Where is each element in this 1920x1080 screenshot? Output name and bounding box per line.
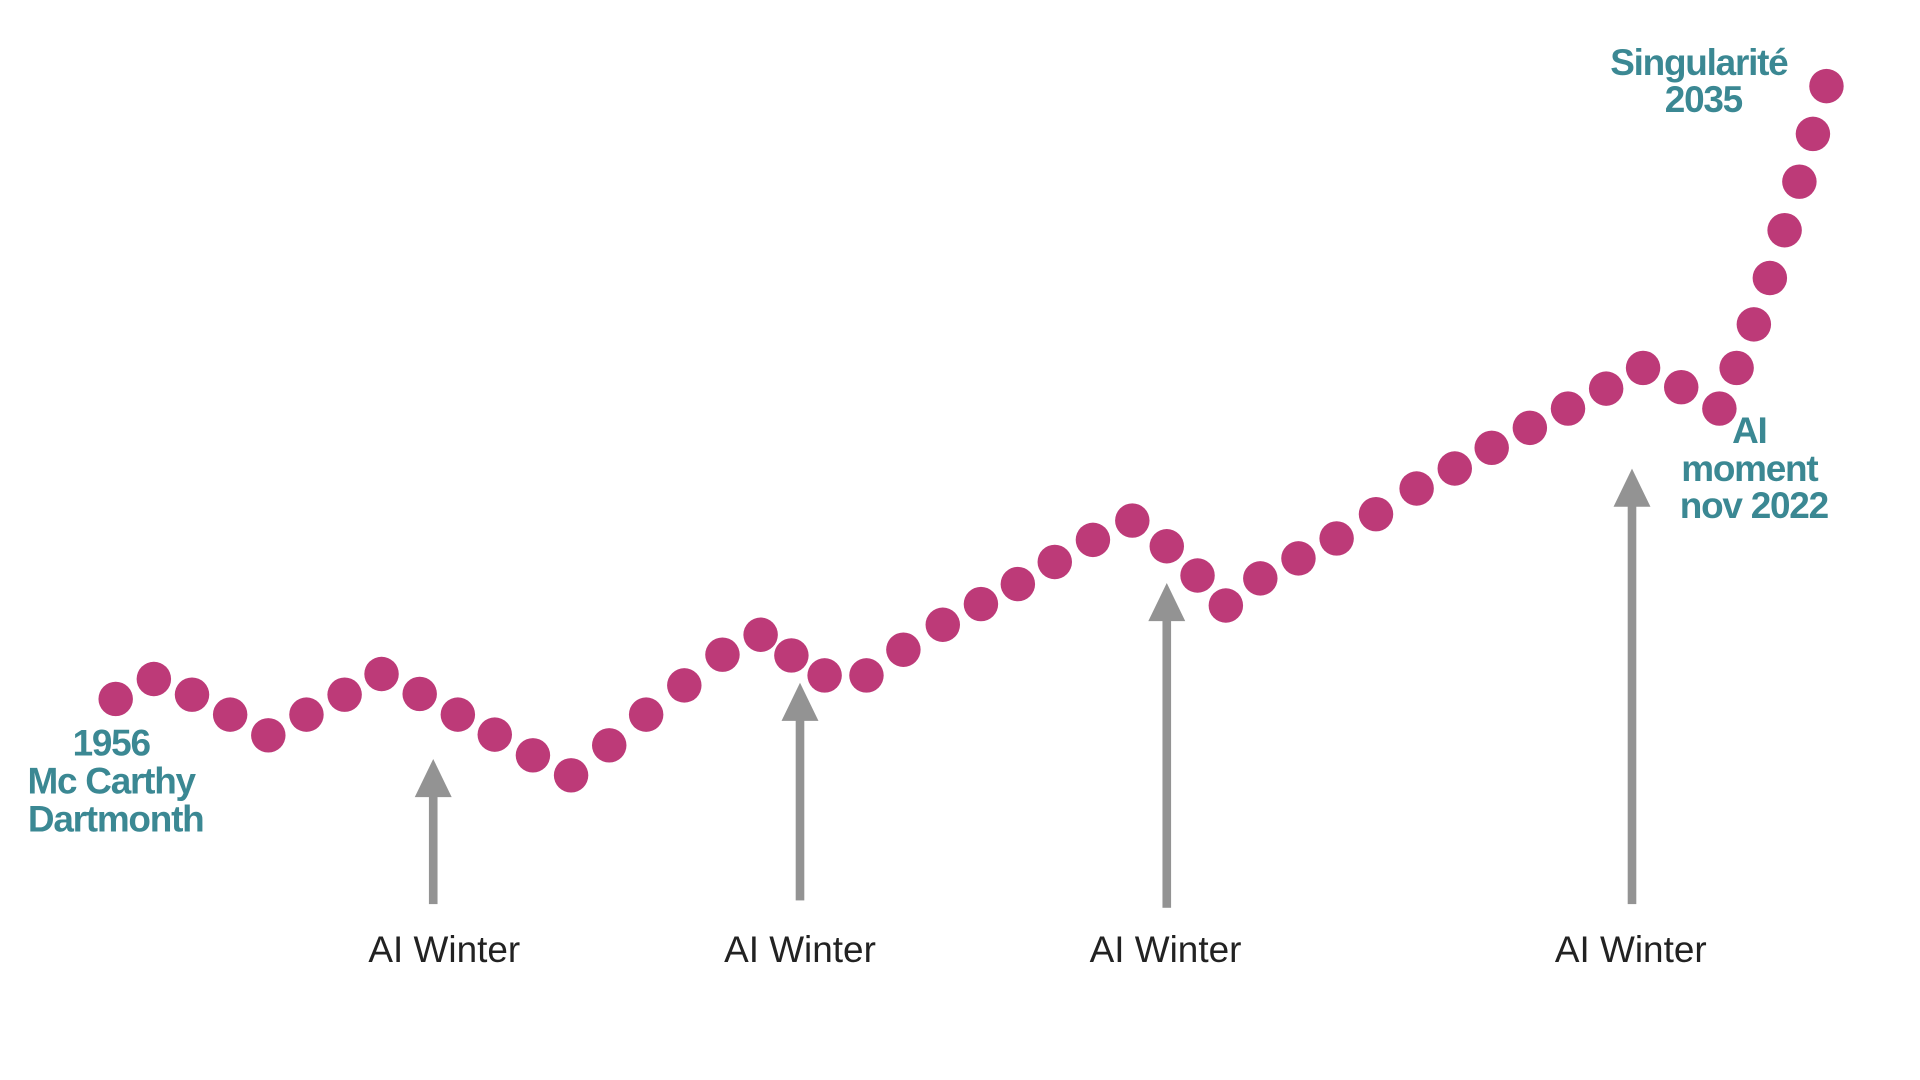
data-point	[1149, 529, 1184, 564]
ai-moment-line2: moment	[1681, 448, 1818, 489]
data-point	[1719, 350, 1754, 386]
data-points	[98, 68, 1844, 793]
data-point	[628, 697, 664, 732]
data-point	[1319, 521, 1354, 556]
data-point	[1702, 391, 1737, 426]
data-point	[1243, 561, 1278, 596]
ai-moment-line1: AI	[1732, 410, 1766, 451]
data-point	[1437, 451, 1472, 486]
start-year: 1956	[73, 722, 151, 763]
ai-moment-annotation: AI moment nov 2022	[1680, 410, 1829, 526]
singularity-line1: Singularité	[1610, 42, 1788, 83]
singularity-line2: 2035	[1665, 79, 1743, 120]
start-place: Dartmonth	[28, 799, 204, 840]
data-point	[440, 697, 476, 732]
data-point	[1358, 496, 1394, 532]
data-point	[1115, 503, 1150, 538]
data-point	[1399, 471, 1434, 506]
up-arrow-icon	[1148, 583, 1186, 908]
data-point	[1664, 369, 1699, 405]
data-point	[174, 677, 210, 712]
winter-label-2: AI Winter	[724, 929, 876, 970]
data-point	[1625, 350, 1661, 386]
data-point	[1550, 391, 1586, 426]
winter-label-4: AI Winter	[1555, 929, 1707, 970]
data-point	[705, 637, 740, 672]
data-point	[1208, 588, 1244, 623]
data-point	[1809, 68, 1844, 104]
singularity-annotation: Singularité 2035	[1610, 42, 1796, 120]
start-annotation: 1956 Mc Carthy Dartmonth	[27, 722, 203, 839]
data-point	[136, 661, 172, 697]
start-person: Mc Carthy	[27, 760, 196, 801]
data-point	[251, 718, 286, 753]
data-point	[592, 728, 627, 763]
data-point	[1736, 307, 1772, 342]
data-point	[1180, 558, 1215, 593]
data-point	[98, 681, 133, 717]
data-point	[1752, 260, 1788, 296]
data-point	[807, 658, 842, 693]
data-point	[1588, 371, 1624, 406]
data-point	[849, 658, 884, 693]
data-point	[1075, 522, 1111, 558]
data-point	[1782, 164, 1817, 199]
data-point	[886, 632, 921, 667]
winter-label-3: AI Winter	[1090, 929, 1242, 970]
data-point	[289, 697, 324, 732]
data-point	[1795, 116, 1831, 152]
data-point	[963, 586, 999, 622]
data-point	[327, 677, 362, 712]
up-arrow-icon	[781, 682, 819, 901]
winter-label-1: AI Winter	[368, 929, 520, 970]
data-point	[1000, 566, 1036, 602]
data-point	[774, 638, 809, 673]
data-point	[553, 758, 589, 793]
data-point	[925, 607, 960, 642]
data-point	[743, 617, 778, 652]
data-point	[1281, 541, 1316, 576]
data-point	[667, 668, 702, 703]
ai-moment-line3: nov 2022	[1680, 485, 1829, 526]
data-point	[477, 717, 512, 752]
data-point	[1767, 212, 1802, 248]
data-point	[212, 697, 248, 732]
data-point	[1037, 544, 1072, 580]
data-point	[1474, 430, 1509, 466]
up-arrow-icon	[1613, 468, 1651, 905]
winter-arrows	[414, 468, 1651, 908]
data-point	[1512, 410, 1548, 446]
data-point	[402, 676, 437, 712]
up-arrow-icon	[414, 758, 452, 905]
data-point	[364, 656, 399, 692]
data-point	[515, 738, 551, 773]
